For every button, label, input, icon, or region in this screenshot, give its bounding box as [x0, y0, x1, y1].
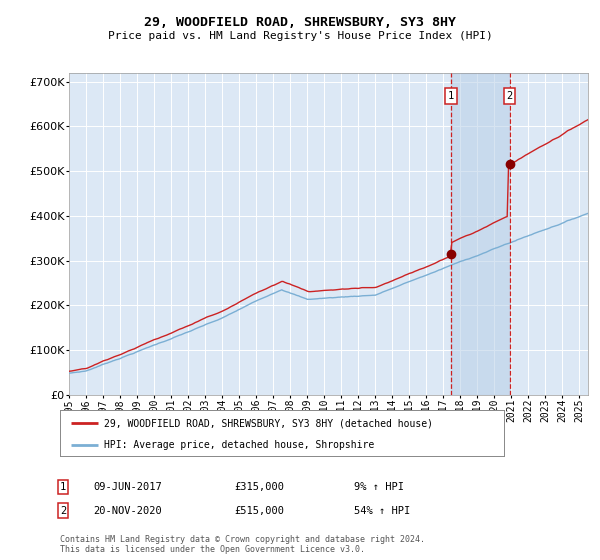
Text: £515,000: £515,000: [234, 506, 284, 516]
Text: 1: 1: [448, 91, 454, 101]
Text: 9% ↑ HPI: 9% ↑ HPI: [354, 482, 404, 492]
Bar: [451, 73, 509, 395]
Text: Contains HM Land Registry data © Crown copyright and database right 2024.
This d: Contains HM Land Registry data © Crown c…: [60, 535, 425, 554]
Text: 29, WOODFIELD ROAD, SHREWSBURY, SY3 8HY (detached house): 29, WOODFIELD ROAD, SHREWSBURY, SY3 8HY …: [104, 418, 433, 428]
Text: 1: 1: [60, 482, 66, 492]
Text: 2: 2: [60, 506, 66, 516]
Text: £315,000: £315,000: [234, 482, 284, 492]
Text: 20-NOV-2020: 20-NOV-2020: [93, 506, 162, 516]
Text: 09-JUN-2017: 09-JUN-2017: [93, 482, 162, 492]
Text: 54% ↑ HPI: 54% ↑ HPI: [354, 506, 410, 516]
Text: HPI: Average price, detached house, Shropshire: HPI: Average price, detached house, Shro…: [104, 440, 374, 450]
Text: Price paid vs. HM Land Registry's House Price Index (HPI): Price paid vs. HM Land Registry's House …: [107, 31, 493, 41]
Text: 29, WOODFIELD ROAD, SHREWSBURY, SY3 8HY: 29, WOODFIELD ROAD, SHREWSBURY, SY3 8HY: [144, 16, 456, 29]
Text: 2: 2: [506, 91, 512, 101]
